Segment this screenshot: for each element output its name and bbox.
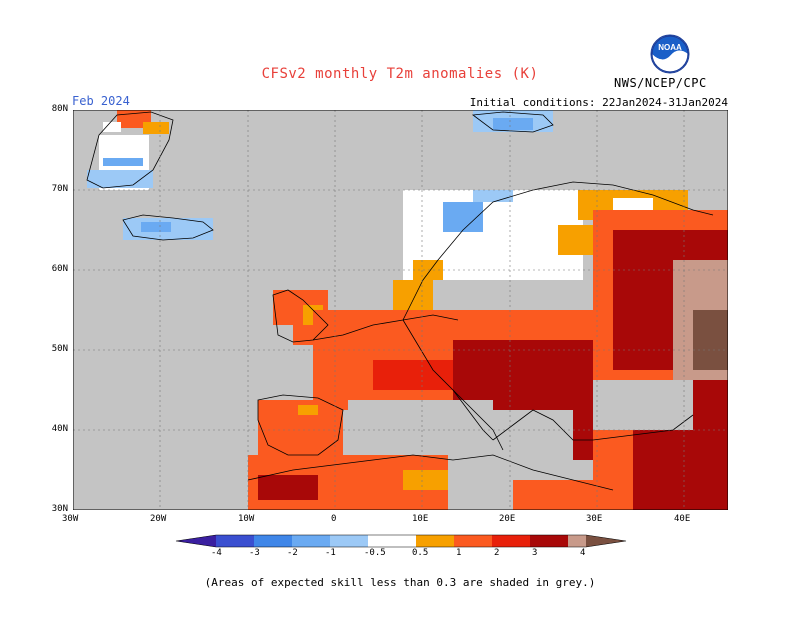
lon-label: 20W bbox=[150, 514, 167, 524]
legend-label: 0.5 bbox=[412, 548, 429, 558]
eastern-europe-warm-region bbox=[593, 210, 728, 510]
lat-label: 80N bbox=[51, 104, 68, 114]
black-sea-low-skill bbox=[583, 380, 693, 430]
north-africa-warm-region bbox=[248, 455, 613, 510]
lat-label: 70N bbox=[51, 184, 68, 194]
coastlines bbox=[86, 111, 714, 491]
lat-label: 60N bbox=[51, 264, 68, 274]
chart-title: CFSv2 monthly T2m anomalies (K) bbox=[261, 66, 539, 82]
legend-swatch-above-4 bbox=[586, 535, 626, 547]
legend-label: -2 bbox=[287, 548, 298, 558]
lat-label: 40N bbox=[51, 424, 68, 434]
legend-label: -4 bbox=[211, 548, 222, 558]
lon-label: 10E bbox=[412, 514, 429, 524]
legend-swatch bbox=[568, 535, 586, 547]
graticule bbox=[73, 110, 728, 510]
svg-text:NOAA: NOAA bbox=[658, 43, 682, 52]
initial-conditions-label: Initial conditions: 22Jan2024-31Jan2024 bbox=[469, 96, 728, 109]
lat-label: 50N bbox=[51, 344, 68, 354]
legend-swatch bbox=[492, 535, 530, 547]
svalbard-anomaly-region bbox=[473, 110, 553, 132]
legend-label: -0.5 bbox=[364, 548, 386, 558]
legend-swatch bbox=[330, 535, 368, 547]
lat-label: 30N bbox=[51, 504, 68, 514]
agency-label: NWS/NCEP/CPC bbox=[614, 76, 707, 90]
legend-swatch bbox=[254, 535, 292, 547]
scandinavia-anomaly-region bbox=[393, 190, 688, 310]
legend-label: 4 bbox=[580, 548, 586, 558]
legend-swatch bbox=[292, 535, 330, 547]
legend-swatch bbox=[530, 535, 568, 547]
lon-label: 30W bbox=[62, 514, 79, 524]
lon-label: 40E bbox=[674, 514, 691, 524]
temperature-anomaly-map bbox=[73, 110, 728, 510]
legend-label: -1 bbox=[325, 548, 336, 558]
legend-label: 3 bbox=[532, 548, 538, 558]
legend-label: -3 bbox=[249, 548, 260, 558]
iceland-anomaly-region bbox=[123, 218, 213, 240]
legend-swatch bbox=[216, 535, 254, 547]
color-legend bbox=[175, 534, 627, 548]
legend-swatch bbox=[368, 535, 416, 547]
legend-swatch bbox=[416, 535, 454, 547]
legend-swatch-below-minus4 bbox=[176, 535, 216, 547]
legend-swatch bbox=[454, 535, 492, 547]
lon-label: 0 bbox=[331, 514, 337, 524]
legend-label: 2 bbox=[494, 548, 500, 558]
lon-label: 20E bbox=[499, 514, 516, 524]
legend-label: 1 bbox=[456, 548, 462, 558]
lon-label: 10W bbox=[238, 514, 255, 524]
noaa-logo-icon: NOAA bbox=[650, 34, 690, 74]
skill-footnote: (Areas of expected skill less than 0.3 a… bbox=[204, 576, 596, 589]
lon-label: 30E bbox=[586, 514, 603, 524]
valid-month-label: Feb 2024 bbox=[72, 94, 130, 108]
